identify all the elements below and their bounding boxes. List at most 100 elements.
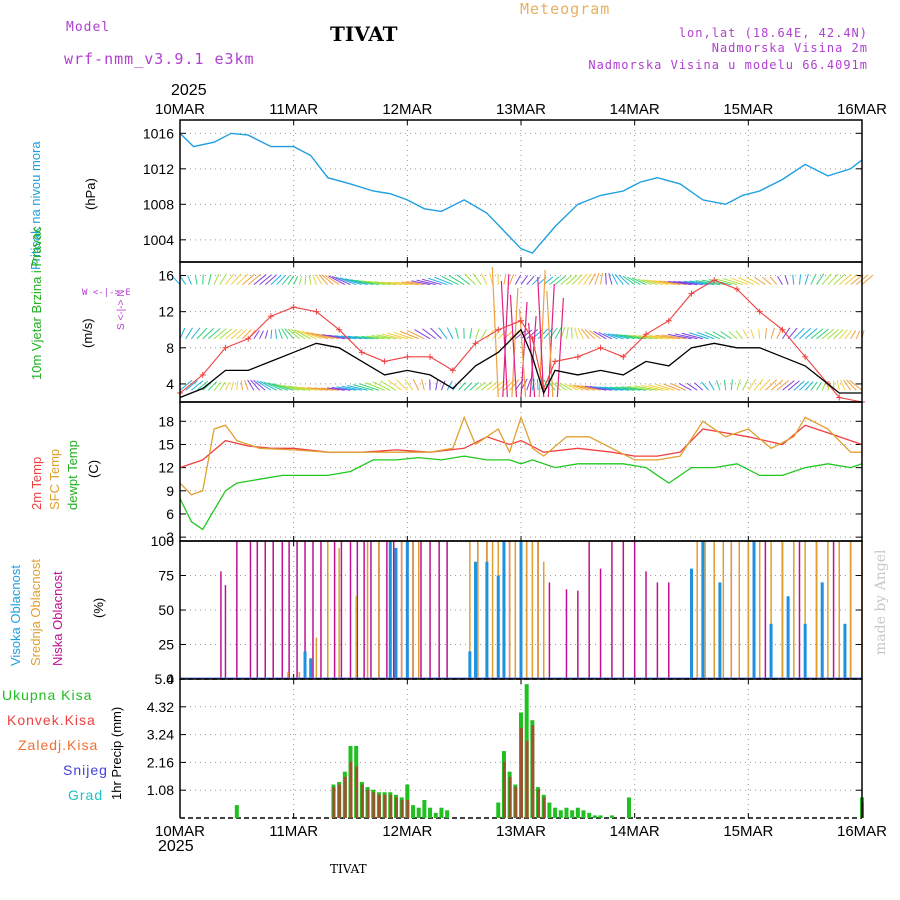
wind-gust-marker <box>643 331 650 338</box>
precip-total-bar <box>592 815 597 818</box>
wind-arrow <box>654 280 675 286</box>
wind-arrow <box>627 276 641 286</box>
precip-conv-bar <box>525 740 529 818</box>
wind-arrow <box>627 385 652 391</box>
wind-arrow <box>236 273 249 285</box>
wind-arrow <box>503 273 507 285</box>
wind-arrow <box>603 332 618 340</box>
wind-arrow <box>827 329 839 340</box>
wind-arrow <box>844 274 858 285</box>
wind-gust-marker <box>529 335 536 342</box>
wind-gust-marker <box>552 358 559 365</box>
wind-arrow <box>441 275 459 286</box>
wind-arrow <box>663 280 686 286</box>
wind-arrow <box>230 273 242 285</box>
wind-arrow <box>281 275 291 285</box>
wind-arrow <box>661 334 686 340</box>
wind-arrow <box>543 276 554 285</box>
wind-arrow <box>489 273 494 285</box>
precip-conv-bar <box>355 766 359 818</box>
wind-arrow <box>564 383 579 391</box>
precip-conv-bar <box>343 776 347 818</box>
wind-arrow <box>371 335 391 340</box>
wind-arrow <box>537 328 549 340</box>
wind-arrow <box>619 334 641 340</box>
wind-arrow <box>480 329 487 340</box>
wind-arrow <box>765 379 778 391</box>
wind-arrow <box>787 380 800 391</box>
wind-arrow <box>358 383 380 391</box>
wind-arrow <box>855 330 861 339</box>
precip-conv-bar <box>400 799 404 818</box>
precip-total-bar <box>411 805 416 818</box>
wind-arrow <box>514 274 522 285</box>
wind-arrow <box>708 380 715 391</box>
wind-arrow <box>631 277 647 286</box>
wind-arrow <box>816 382 822 391</box>
wind-arrow <box>435 379 439 391</box>
wind-arrow <box>594 386 618 391</box>
wind-arrow <box>532 276 541 285</box>
model-name: wrf-nmm_v3.9.1 e3km <box>64 50 255 68</box>
wind-arrow <box>185 380 198 391</box>
wind-arrow <box>648 384 669 391</box>
y-tick-label: 5.4 <box>155 671 175 687</box>
wind-gust-marker <box>688 290 695 297</box>
wind-arrow <box>723 379 727 391</box>
wind-arrow <box>849 379 863 391</box>
wind-arrow <box>735 330 744 340</box>
wind-gust-marker <box>290 304 297 311</box>
sfc-temp-line <box>179 415 862 496</box>
wind-arrow <box>716 380 721 391</box>
wind-arrow <box>247 273 261 285</box>
wind-arrow <box>345 278 368 286</box>
wind-arrow <box>207 273 212 285</box>
wind-arrow <box>287 275 295 285</box>
wind-arrow <box>347 335 368 340</box>
wind-arrow <box>463 382 473 391</box>
wind-arrow <box>640 384 664 391</box>
wind-arrow <box>422 328 437 340</box>
wind-arrow <box>272 383 294 391</box>
wind-arrow <box>394 281 414 286</box>
wind-arrow <box>300 386 323 391</box>
wind-gust-marker <box>222 344 229 351</box>
precip-total-bar <box>581 810 586 818</box>
wind-arrow <box>574 327 579 339</box>
dewpt-line <box>179 455 863 531</box>
wind-arrow <box>607 333 624 340</box>
wind-arrow <box>609 386 635 391</box>
y-tick-label: 1.08 <box>147 782 174 798</box>
wind-arrow <box>311 332 334 340</box>
wind-arrow <box>694 382 704 391</box>
wind-gust-marker <box>779 326 786 333</box>
wind-arrow <box>321 274 334 285</box>
wind-arrow <box>294 329 311 340</box>
wind-arrow <box>810 328 824 340</box>
wind-arrow <box>670 383 687 391</box>
wind-arrow <box>838 329 848 340</box>
wind-arrow <box>464 273 476 285</box>
wind-arrow <box>208 381 218 391</box>
wind-speed-line <box>179 328 862 399</box>
wind-arrow <box>281 328 289 340</box>
wind-arrow <box>288 385 311 391</box>
precip-total-bar <box>416 807 421 818</box>
wind-arrow <box>256 380 272 391</box>
precip-conv-bar <box>542 797 546 818</box>
wind-arrow <box>422 278 442 286</box>
precip-total-bar <box>598 815 603 818</box>
precip-total-bar <box>445 810 450 818</box>
wind-arrow <box>642 279 658 286</box>
wind-arrow <box>287 328 300 340</box>
wind-arrow <box>236 329 248 340</box>
wind-arrow <box>633 335 658 340</box>
wind-arrow <box>526 275 535 285</box>
x-tick-label-bottom: 12MAR <box>382 823 432 840</box>
x-tick-label-bottom: 14MAR <box>610 823 660 840</box>
wind-arrow <box>328 275 346 286</box>
x-tick-label-top: 10MAR <box>155 101 205 118</box>
wind-arrow <box>770 327 775 339</box>
wind-arrow <box>172 276 181 285</box>
precip-total-bar <box>553 807 558 818</box>
